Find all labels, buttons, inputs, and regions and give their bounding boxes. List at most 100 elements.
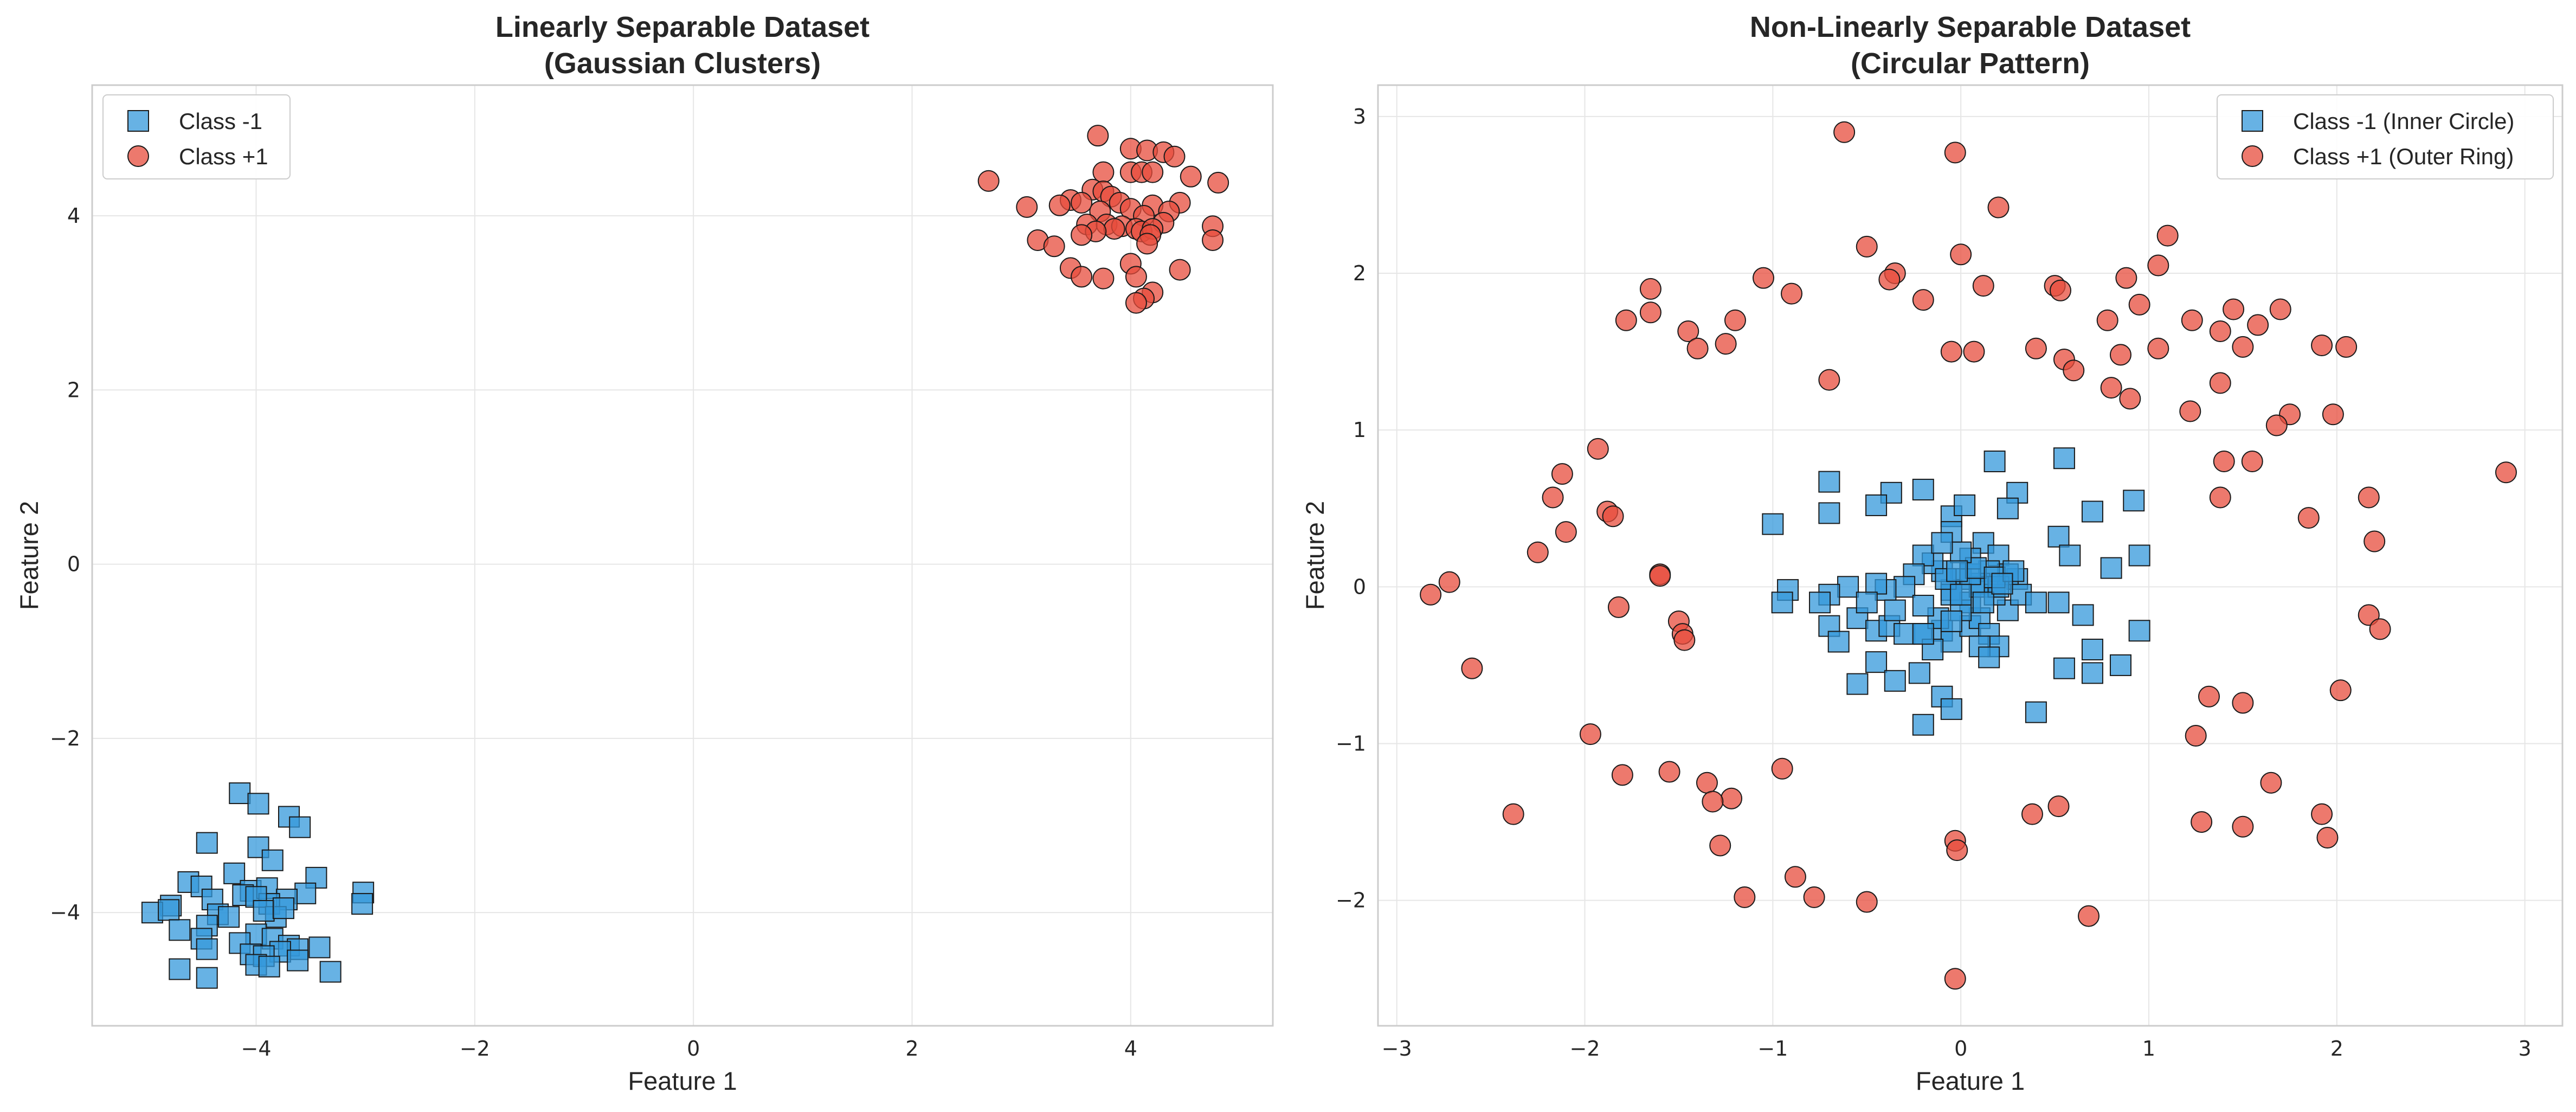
legend-label: Class +1 (Outer Ring) [2293,144,2514,169]
data-point [2297,507,2320,529]
data-point [1846,673,1869,695]
data-point [2311,803,2333,825]
data-point [2185,725,2207,747]
x-tick-label: −1 [1757,1037,1788,1060]
data-point [1809,592,1831,614]
data-point [1954,494,1976,516]
data-point [1734,886,1756,908]
data-point [1163,145,1186,168]
x-axis-label: Feature 1 [1916,1066,2025,1095]
data-point [1438,571,1460,593]
legend-circle-icon [2242,145,2263,167]
data-point [1978,646,2000,669]
data-point [2358,486,2380,509]
legend-circle-icon [127,145,149,167]
data-point [223,862,246,884]
legend: Class -1 (Inner Circle) Class +1 (Outer R… [2217,94,2554,179]
data-point [1987,196,2010,218]
y-tick-label: −2 [50,727,80,750]
data-point [1092,161,1115,183]
data-point [2025,701,2047,723]
data-point [1912,544,1934,567]
data-point [1125,266,1147,288]
y-tick-label: 2 [1353,261,1366,285]
data-point [2096,309,2118,331]
data-point [2335,336,2358,358]
data-point [2232,336,2254,358]
x-axis-label: Feature 1 [628,1066,737,1095]
data-point [1884,670,1906,692]
data-point [196,938,218,960]
data-point [1983,451,2006,472]
data-point [2209,486,2231,509]
data-point [2223,298,2245,320]
y-tick-label: 2 [67,378,80,402]
data-point [2119,388,2141,410]
data-point [2081,500,2103,523]
data-point [2311,335,2333,357]
x-tick-label: 1 [2142,1037,2155,1060]
data-point [2081,639,2103,660]
data-point [1587,438,1609,460]
data-point [1912,623,1934,645]
data-point [1833,121,1856,143]
data-point [1724,309,1746,331]
data-point [1611,764,1633,786]
data-point [1461,657,1483,679]
x-tick-label: 2 [905,1037,918,1060]
data-point [272,897,294,920]
y-tick-label: 4 [67,204,80,228]
x-tick-label: 2 [2330,1037,2343,1060]
data-point [1944,968,1966,990]
data-point [2100,557,2122,579]
series-squares [141,782,375,989]
data-point [1940,631,1962,653]
data-point [287,949,309,972]
data-point [196,832,218,854]
y-tick-label: 3 [1353,105,1366,128]
data-point [1527,541,1549,563]
data-point [1865,651,1888,673]
data-point [2049,279,2071,301]
chart-title: Linearly Separable Dataset [495,11,870,43]
data-point [1912,714,1934,736]
data-point [1972,592,1994,614]
chart-title: Non-Linearly Separable Dataset [1750,11,2191,43]
data-point [2100,377,2122,399]
data-point [1686,337,1709,359]
data-point [1169,259,1191,281]
data-point [1602,505,1624,528]
data-point [1818,502,1840,524]
data-point [2269,298,2291,320]
data-point [2025,592,2047,614]
data-point [2115,267,2137,289]
data-point [2358,604,2380,626]
data-point [1207,171,1229,194]
data-point [2209,320,2231,342]
data-point [2025,337,2047,359]
legend-square-icon [127,110,149,132]
axes-frame [1377,84,2564,1027]
data-point [2209,372,2231,394]
data-point [1087,125,1109,147]
data-point [1940,340,1962,363]
y-axis-label: Feature 2 [1300,501,1329,610]
data-point [319,961,342,983]
data-point [2047,525,2070,548]
data-point [2123,490,2145,512]
data-point [1865,573,1888,595]
data-point [2081,662,2103,684]
data-point [2047,592,2070,614]
data-point [1043,235,1065,258]
data-point [2156,224,2179,247]
data-point [1803,886,1825,908]
x-tick-label: −4 [241,1037,271,1060]
legend-label: Class -1 (Inner Circle) [2293,108,2514,134]
data-point [1142,161,1164,183]
data-point [1016,196,1038,218]
data-point [247,793,269,815]
chart-subtitle: (Gaussian Clusters) [544,47,821,80]
data-point [977,170,1000,192]
data-point [2147,337,2169,359]
data-point [1856,235,1878,258]
